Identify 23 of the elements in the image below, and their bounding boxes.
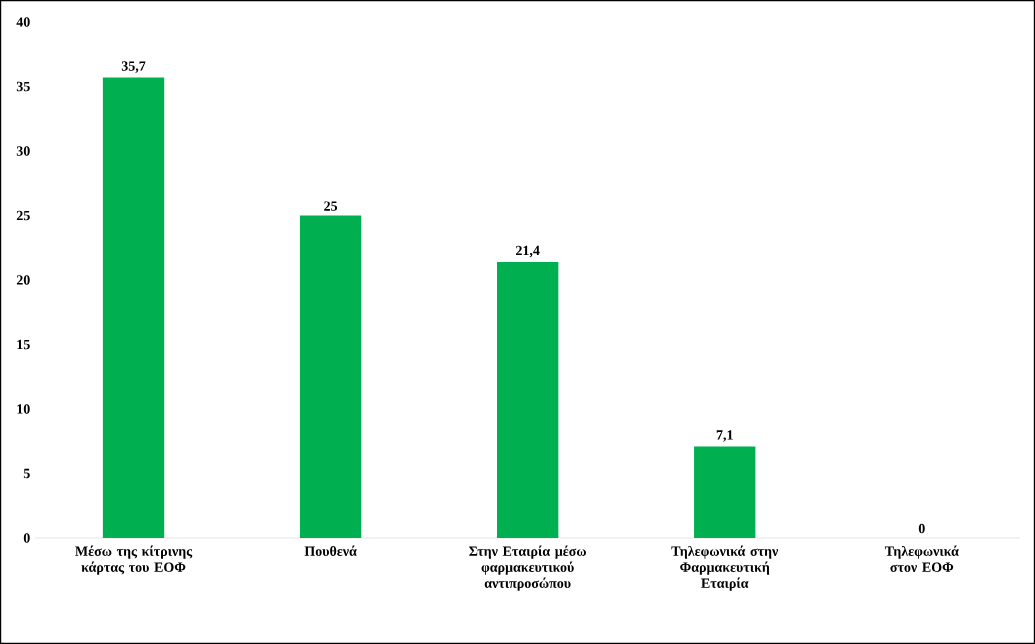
y-tick-label: 25 <box>16 210 30 221</box>
bar <box>102 77 165 538</box>
y-tick-label: 5 <box>23 468 30 479</box>
y-tick-label: 40 <box>16 17 30 27</box>
y-tick-label: 0 <box>23 533 30 543</box>
y-tick-label: 10 <box>17 404 30 414</box>
y-tick-label: 15 <box>17 339 30 350</box>
y-tick-label: 20 <box>16 275 30 285</box>
x-tick-label: Πουθενά <box>304 545 357 556</box>
data-label: 25 <box>324 201 338 211</box>
x-tick-label: Στην Εταιρία μέσω φαρμακευτικού αντιπροσώπου <box>469 545 587 591</box>
x-tick-label: Τηλεφωνικά στην Φαρμακευτική Εταιρία <box>671 545 779 591</box>
bar <box>497 261 559 538</box>
y-tick-label: 35 <box>16 81 30 92</box>
bar <box>694 446 756 538</box>
data-label: 35,7 <box>121 61 146 73</box>
data-label: 21,4 <box>516 245 540 258</box>
data-label: 7,1 <box>716 430 733 442</box>
x-tick-label: Τηλεφωνικά στον ΕΟΦ <box>884 545 959 572</box>
y-tick-label: 30 <box>16 146 30 156</box>
x-tick-label: Μέσω της κίτρινης κάρτας του ΕΟΦ <box>75 545 193 575</box>
data-label: 0 <box>918 523 925 534</box>
bar <box>299 215 362 538</box>
